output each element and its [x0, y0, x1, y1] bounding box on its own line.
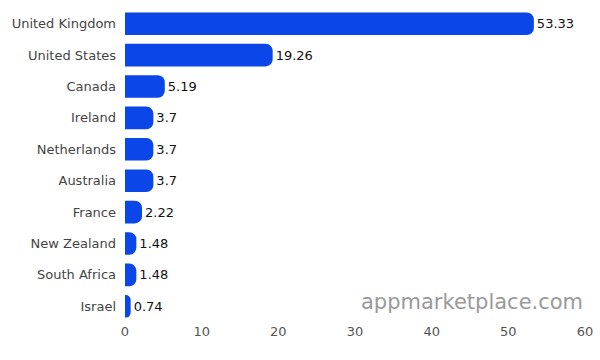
svg-text:Canada: Canada [67, 79, 116, 94]
svg-text:appmarketplace.com: appmarketplace.com [361, 290, 583, 314]
svg-text:Netherlands: Netherlands [37, 142, 116, 157]
svg-text:Israel: Israel [80, 299, 116, 314]
svg-text:20: 20 [270, 324, 287, 339]
svg-text:3.7: 3.7 [156, 173, 177, 188]
svg-text:United Kingdom: United Kingdom [12, 16, 116, 31]
svg-text:10: 10 [193, 324, 210, 339]
svg-text:South Africa: South Africa [37, 267, 116, 282]
svg-text:3.7: 3.7 [156, 110, 177, 125]
svg-text:France: France [73, 205, 116, 220]
svg-text:1.48: 1.48 [139, 267, 168, 282]
svg-text:1.48: 1.48 [139, 236, 168, 251]
svg-text:53.33: 53.33 [537, 16, 574, 31]
svg-text:19.26: 19.26 [276, 48, 313, 63]
svg-text:2.22: 2.22 [145, 205, 174, 220]
svg-text:5.19: 5.19 [168, 79, 197, 94]
svg-text:50: 50 [500, 324, 517, 339]
svg-text:40: 40 [423, 324, 440, 339]
svg-text:New Zealand: New Zealand [31, 236, 116, 251]
svg-text:3.7: 3.7 [156, 142, 177, 157]
svg-text:0: 0 [121, 324, 129, 339]
svg-text:Ireland: Ireland [71, 110, 116, 125]
svg-text:30: 30 [347, 324, 364, 339]
svg-text:Australia: Australia [58, 173, 116, 188]
svg-text:0.74: 0.74 [134, 299, 163, 314]
svg-text:60: 60 [577, 324, 594, 339]
svg-text:United States: United States [28, 48, 116, 63]
